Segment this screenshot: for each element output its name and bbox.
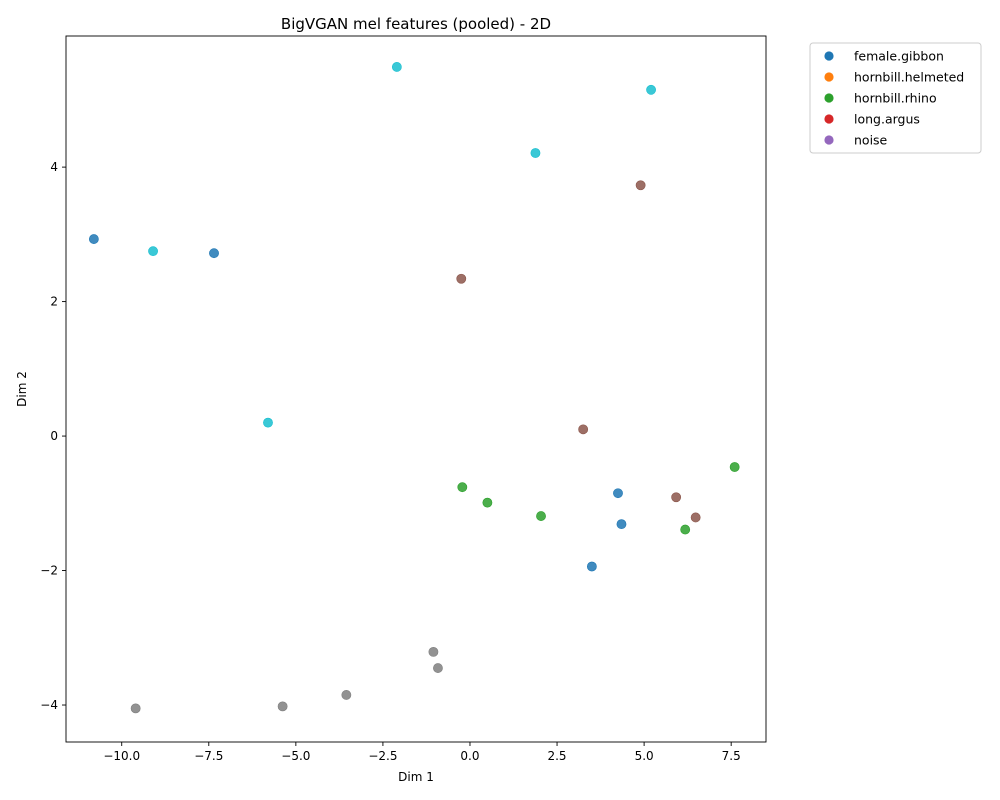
y-tick-label: 0 xyxy=(50,429,58,443)
x-tick-label: 0.0 xyxy=(460,749,479,763)
data-point xyxy=(616,519,627,530)
data-point xyxy=(263,417,273,428)
x-tick-label: 7.5 xyxy=(722,749,741,763)
data-point xyxy=(586,561,597,572)
data-point xyxy=(277,701,288,712)
data-point xyxy=(671,492,682,503)
legend-marker xyxy=(824,114,834,124)
y-tick-label: 2 xyxy=(50,295,58,309)
x-axis: −10.0 −7.5 −5.0 −2.5 0.0 2.5 5.0 7.5 xyxy=(103,742,741,763)
legend-label: hornbill.rhino xyxy=(854,91,937,106)
data-point xyxy=(209,248,219,259)
x-tick-label: −5.0 xyxy=(281,749,310,763)
data-point xyxy=(456,273,467,284)
data-point xyxy=(530,148,541,158)
legend-marker xyxy=(824,135,834,145)
legend-item: noise xyxy=(824,133,888,148)
data-point xyxy=(613,488,623,499)
data-point xyxy=(148,246,158,257)
data-point xyxy=(428,647,439,657)
data-point xyxy=(130,703,141,714)
legend-label: female.gibbon xyxy=(854,49,944,64)
y-tick-label: 4 xyxy=(50,160,58,174)
data-point xyxy=(88,234,99,244)
x-tick-label: 5.0 xyxy=(635,749,654,763)
legend-marker xyxy=(824,51,834,61)
legend-label: long.argus xyxy=(854,112,920,127)
chart-title: BigVGAN mel features (pooled) - 2D xyxy=(281,15,551,33)
legend-item: hornbill.rhino xyxy=(824,91,937,106)
y-tick-label: −4 xyxy=(40,698,58,712)
y-axis-label: Dim 2 xyxy=(15,371,29,407)
data-point xyxy=(680,524,691,535)
legend-frame xyxy=(809,42,982,154)
legend: female.gibbon hornbill.helmeted hornbill.r… xyxy=(809,42,982,154)
legend-label: hornbill.helmeted xyxy=(854,70,964,85)
plot-area xyxy=(65,35,767,743)
x-tick-label: −7.5 xyxy=(194,749,223,763)
data-point xyxy=(391,62,402,72)
data-point xyxy=(457,482,468,493)
data-point xyxy=(635,180,646,191)
data-points xyxy=(88,62,740,714)
y-axis: −4 −2 0 2 4 xyxy=(40,160,66,712)
legend-marker xyxy=(824,93,834,103)
legend-item: long.argus xyxy=(824,112,920,127)
legend-label: noise xyxy=(854,133,888,148)
data-point xyxy=(646,84,656,95)
data-point xyxy=(482,497,493,508)
data-point xyxy=(690,512,701,523)
legend-item: female.gibbon xyxy=(824,49,944,64)
legend-item: hornbill.helmeted xyxy=(824,70,964,85)
data-point xyxy=(433,663,443,673)
x-axis-label: Dim 1 xyxy=(398,770,434,784)
x-tick-label: −2.5 xyxy=(368,749,397,763)
data-point xyxy=(536,511,546,521)
x-tick-label: −10.0 xyxy=(103,749,140,763)
x-tick-label: 2.5 xyxy=(547,749,566,763)
y-tick-label: −2 xyxy=(40,564,58,578)
data-point xyxy=(578,424,589,435)
data-point xyxy=(729,462,740,472)
legend-marker xyxy=(824,72,834,82)
data-point xyxy=(341,690,352,700)
